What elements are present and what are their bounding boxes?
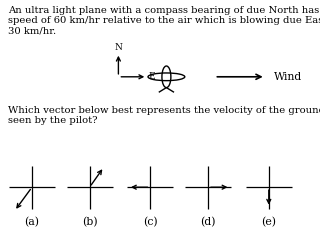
Text: (d): (d) bbox=[200, 217, 216, 228]
Text: (c): (c) bbox=[143, 217, 158, 228]
Text: An ultra light plane with a compass bearing of due North has a: An ultra light plane with a compass bear… bbox=[8, 6, 320, 15]
Text: Wind: Wind bbox=[274, 72, 302, 82]
Text: (a): (a) bbox=[25, 217, 39, 228]
Text: Which vector below best represents the velocity of the ground as: Which vector below best represents the v… bbox=[8, 106, 320, 115]
Text: (b): (b) bbox=[82, 217, 97, 228]
Text: N: N bbox=[115, 43, 122, 52]
Text: 30 km/hr.: 30 km/hr. bbox=[8, 27, 56, 36]
Text: seen by the pilot?: seen by the pilot? bbox=[8, 116, 98, 125]
Text: (e): (e) bbox=[261, 217, 276, 228]
Text: speed of 60 km/hr relative to the air which is blowing due East at: speed of 60 km/hr relative to the air wh… bbox=[8, 16, 320, 25]
Text: E: E bbox=[149, 72, 156, 81]
